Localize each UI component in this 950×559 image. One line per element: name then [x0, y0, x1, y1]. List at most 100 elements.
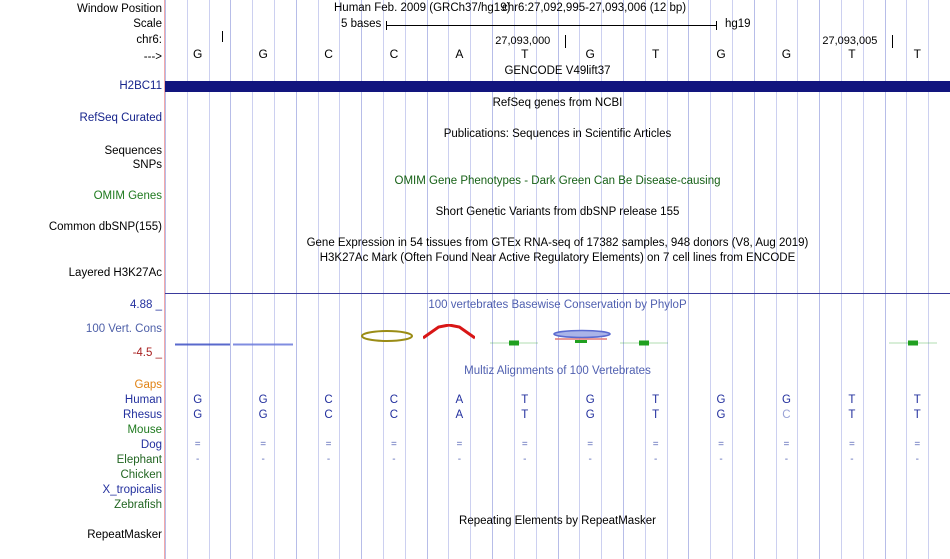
sequence-base: G: [258, 47, 268, 61]
multiz-base-rhesus: T: [652, 409, 660, 421]
label-layered-h3k27ac[interactable]: Layered H3K27Ac: [68, 267, 162, 279]
label-strand-arrow: --->: [143, 51, 162, 63]
gridline: [667, 0, 668, 559]
label-cons-max: 4.88 _: [130, 299, 162, 311]
gridline: [906, 0, 907, 559]
coordinate-tick: [564, 35, 566, 48]
gridline: [339, 0, 340, 559]
multiz-base-rhesus: A: [455, 409, 464, 421]
gridline: [252, 0, 253, 559]
gridline: [623, 0, 624, 559]
label-species-elephant[interactable]: Elephant: [116, 454, 162, 466]
multiz-base-dog: =: [914, 439, 921, 450]
gridline: [318, 0, 319, 559]
multiz-base-human: T: [652, 394, 660, 406]
conservation-mark[interactable]: [175, 334, 230, 352]
track-title-h3k27ac: H3K27Ac Mark (Often Found Near Active Re…: [319, 252, 796, 264]
multiz-base-rhesus: G: [193, 409, 203, 421]
track-title-multiz: Multiz Alignments of 100 Vertebrates: [464, 365, 651, 377]
track-title-gtex: Gene Expression in 54 tissues from GTEx …: [306, 237, 809, 249]
label-data-divider: [164, 0, 165, 559]
gridline: [274, 0, 275, 559]
sequence-base: T: [651, 47, 660, 61]
label-species-xtropicalis[interactable]: X_tropicalis: [102, 484, 162, 496]
gene-bar-h2bc11[interactable]: [165, 81, 950, 92]
multiz-base-rhesus: C: [324, 409, 333, 421]
scale-bar: [386, 25, 716, 26]
track-data-area[interactable]: Human Feb. 2009 (GRCh37/hg19) chr6:27,09…: [165, 0, 950, 559]
gridline: [448, 0, 449, 559]
assembly-label: Human Feb. 2009 (GRCh37/hg19): [334, 2, 511, 14]
label-window-position: Window Position: [76, 3, 162, 15]
multiz-base-human: G: [193, 394, 203, 406]
multiz-base-dog: =: [260, 439, 267, 450]
label-scale: Scale: [133, 18, 162, 30]
gridline: [536, 0, 537, 559]
multiz-base-human: C: [324, 394, 333, 406]
label-species-zebrafish[interactable]: Zebrafish: [114, 499, 162, 511]
sequence-base: C: [389, 47, 399, 61]
track-title-dbsnp: Short Genetic Variants from dbSNP releas…: [435, 206, 680, 218]
label-species-dog[interactable]: Dog: [140, 439, 162, 451]
track-label-column: Window Position Scale chr6: ---> H2BC11 …: [0, 0, 162, 559]
gridline: [710, 0, 711, 559]
label-gene-h2bc11[interactable]: H2BC11: [119, 80, 162, 92]
conservation-mark[interactable]: [361, 329, 413, 348]
label-chrom: chr6:: [136, 34, 162, 46]
multiz-base-rhesus: C: [782, 409, 791, 421]
conservation-mark[interactable]: [620, 333, 668, 351]
label-repeatmasker[interactable]: RepeatMasker: [87, 529, 162, 541]
label-sequences[interactable]: Sequences: [104, 145, 162, 157]
label-refseq-curated[interactable]: RefSeq Curated: [79, 112, 162, 124]
label-omim-genes[interactable]: OMIM Genes: [93, 190, 162, 202]
multiz-base-rhesus: T: [913, 409, 921, 421]
track-title-repeatmasker: Repeating Elements by RepeatMasker: [459, 515, 656, 527]
gridline: [732, 0, 733, 559]
conservation-mark[interactable]: [553, 328, 611, 351]
conservation-mark[interactable]: [422, 323, 476, 345]
gridline: [579, 0, 580, 559]
label-species-human[interactable]: Human: [124, 394, 162, 406]
multiz-base-human: G: [585, 394, 595, 406]
gridline: [819, 0, 820, 559]
multiz-base-human: T: [848, 394, 856, 406]
label-100-vert-cons[interactable]: 100 Vert. Cons: [85, 323, 162, 335]
label-species-rhesus[interactable]: Rhesus: [123, 409, 162, 421]
coordinate-label: 27,093,005: [822, 35, 878, 47]
gridline: [492, 0, 493, 559]
multiz-base-dog: =: [718, 439, 724, 450]
gridline: [754, 0, 755, 559]
multiz-base-rhesus: G: [585, 409, 595, 421]
multiz-base-dog: =: [391, 439, 397, 450]
label-gaps: Gaps: [134, 379, 163, 391]
multiz-base-rhesus: G: [716, 409, 726, 421]
multiz-base-elephant: -: [196, 454, 200, 465]
conservation-mark[interactable]: [490, 333, 538, 351]
label-cons-min: -4.5 _: [132, 347, 162, 359]
gridline: [863, 0, 864, 559]
label-snps[interactable]: SNPs: [132, 159, 162, 171]
multiz-base-elephant: -: [784, 454, 789, 465]
label-common-dbsnp[interactable]: Common dbSNP(155): [48, 221, 162, 233]
multiz-base-rhesus: G: [258, 409, 268, 421]
multiz-base-human: T: [913, 394, 921, 406]
label-species-mouse[interactable]: Mouse: [127, 424, 162, 436]
multiz-base-human: T: [521, 394, 529, 406]
multiz-base-human: C: [389, 394, 399, 406]
label-species-chicken[interactable]: Chicken: [120, 469, 162, 481]
sequence-base: G: [781, 47, 792, 61]
gridline: [885, 0, 886, 559]
multiz-base-dog: =: [194, 439, 201, 450]
conservation-mark[interactable]: [233, 334, 293, 352]
sequence-base: G: [193, 47, 203, 61]
multiz-base-human: G: [258, 394, 268, 406]
conservation-mark[interactable]: [889, 333, 937, 351]
multiz-base-elephant: -: [261, 454, 265, 465]
gridline: [405, 0, 406, 559]
scale-bar-right-cap: [716, 21, 717, 30]
multiz-base-elephant: -: [850, 454, 854, 465]
gridline: [296, 0, 297, 559]
multiz-base-dog: =: [652, 439, 659, 450]
multiz-base-elephant: -: [326, 454, 331, 465]
